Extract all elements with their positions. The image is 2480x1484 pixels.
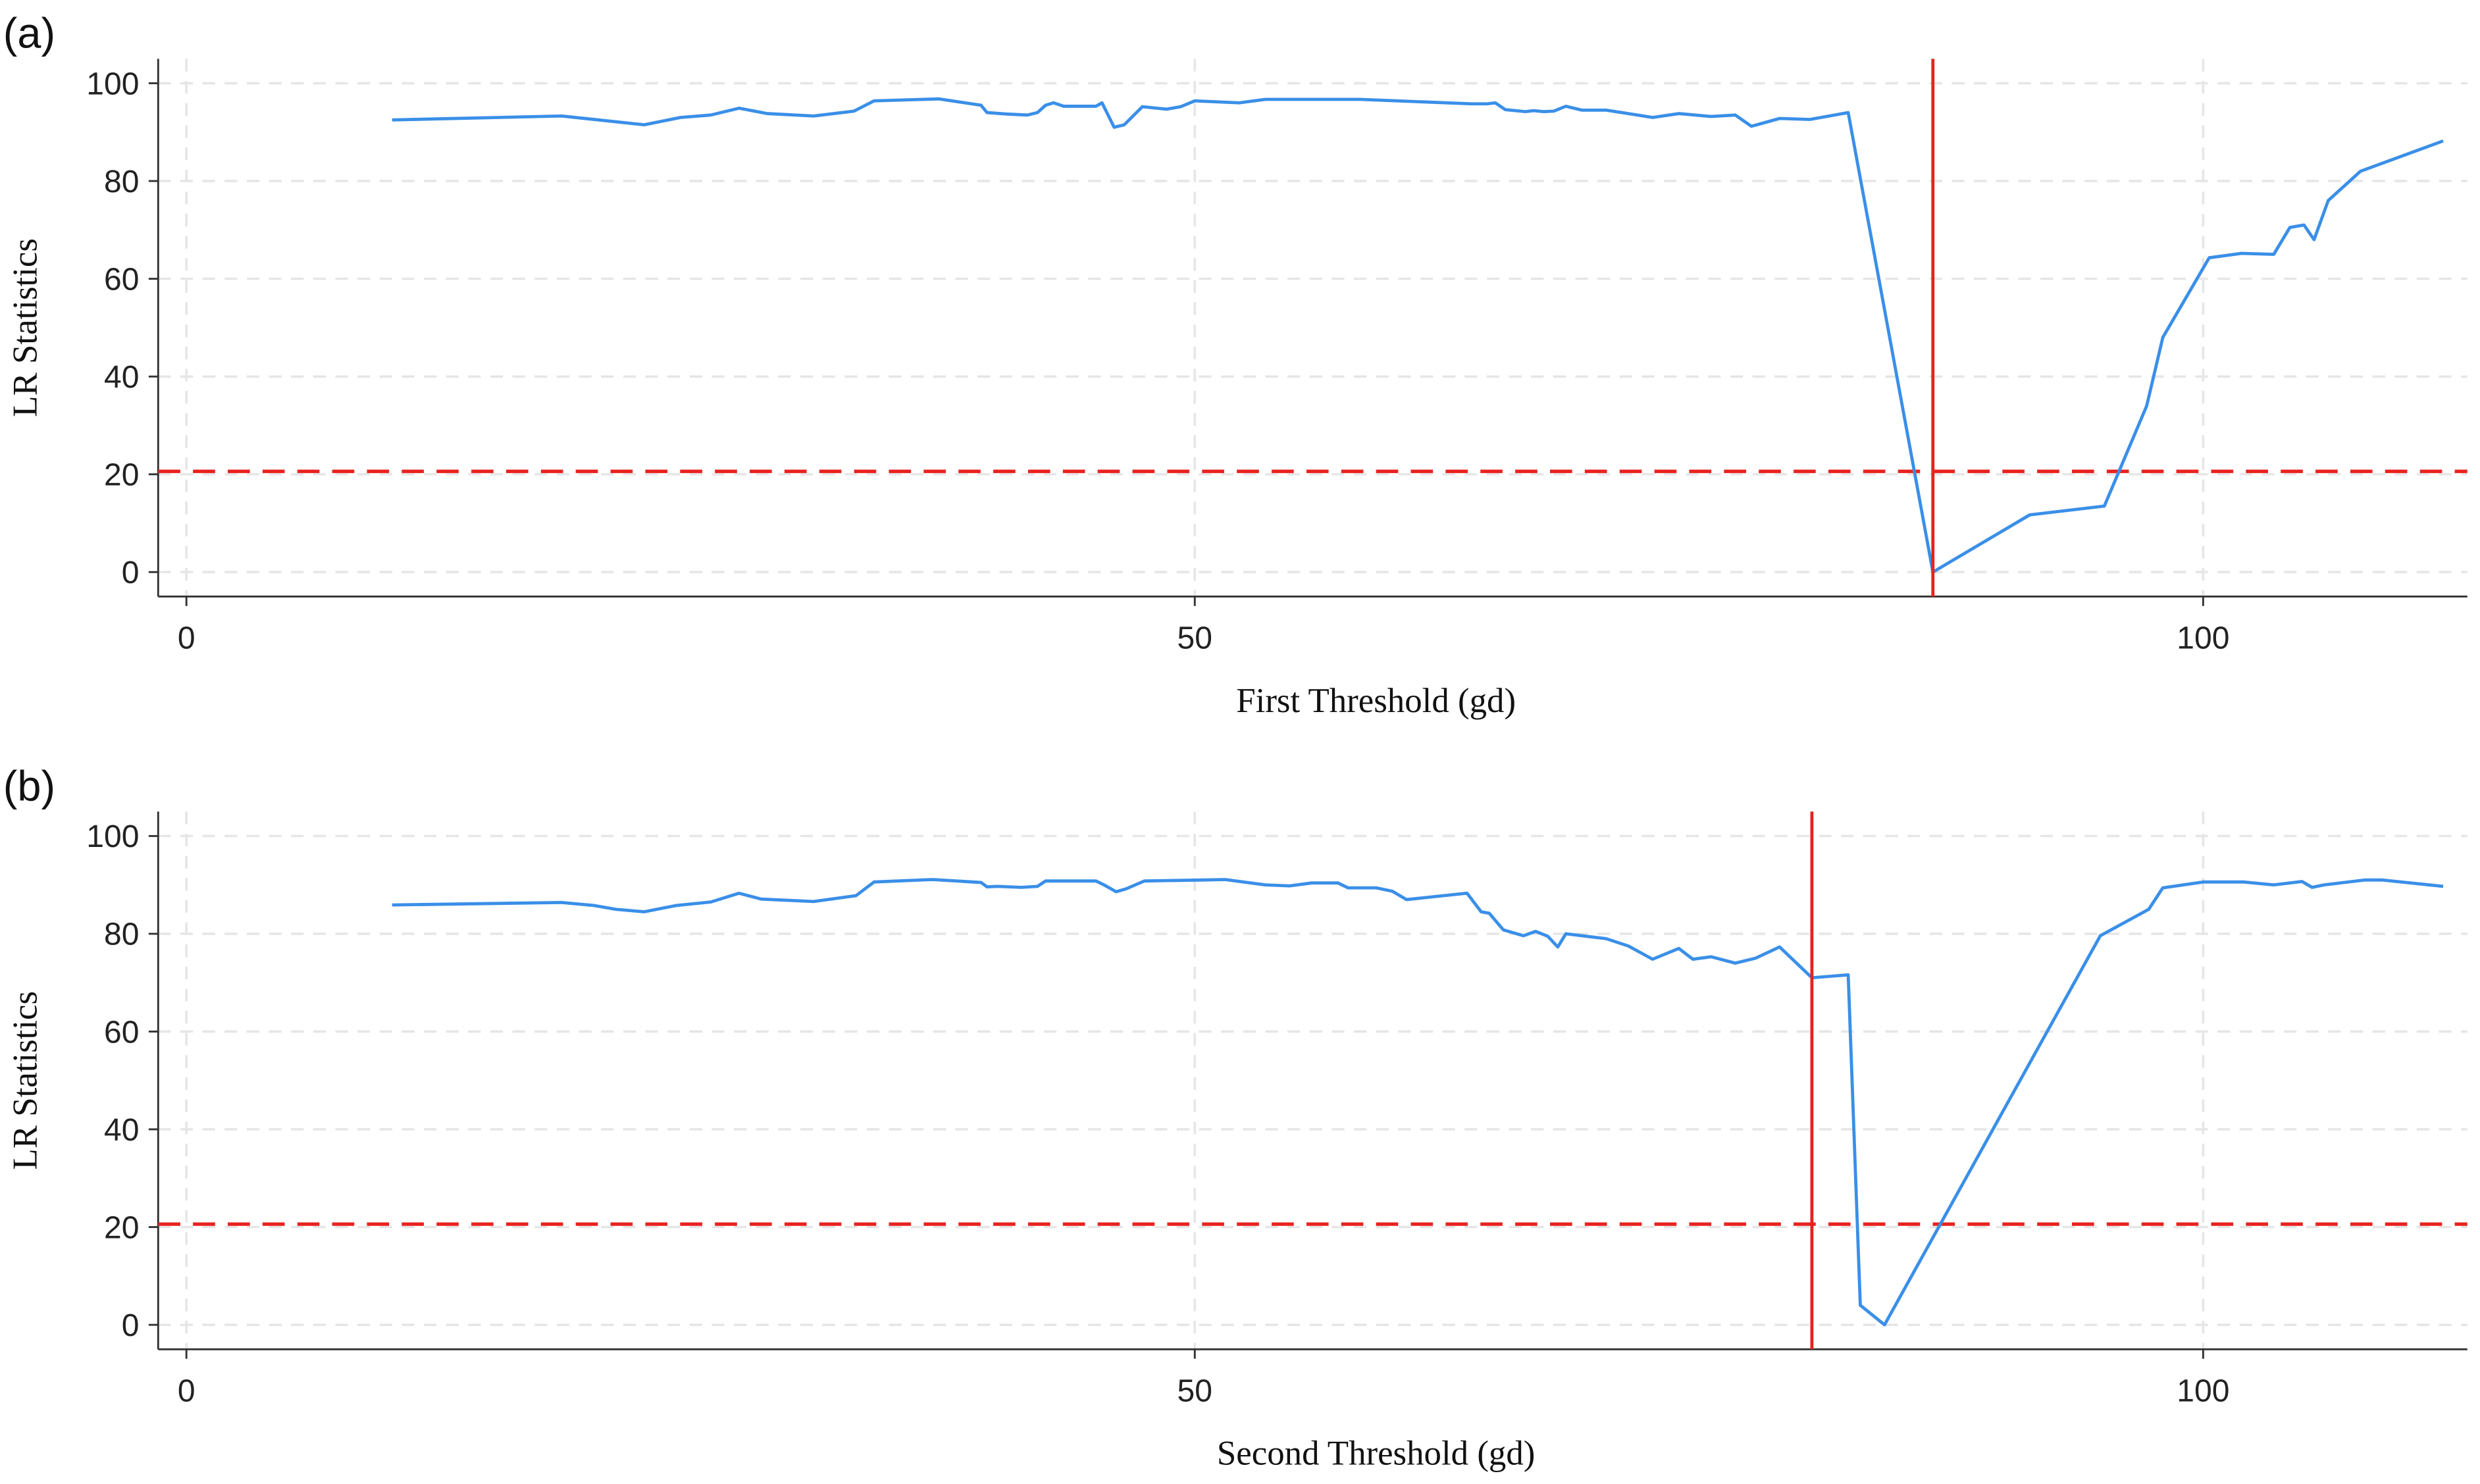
x-tick-label: 100 — [2177, 621, 2229, 656]
y-axis-label: LR Statistics — [6, 238, 44, 417]
y-tick-label: 0 — [122, 1308, 140, 1343]
x-tick-label: 50 — [1177, 1373, 1212, 1409]
series-line — [392, 878, 2444, 1327]
y-tick-label: 60 — [104, 261, 139, 297]
y-tick-label: 0 — [122, 555, 140, 590]
y-tick-label: 60 — [104, 1014, 139, 1050]
y-tick-label: 40 — [104, 1112, 139, 1148]
x-axis-label: Second Threshold (gd) — [1217, 1435, 1535, 1473]
panel-label: (a) — [3, 9, 55, 57]
y-axis-label: LR Statistics — [6, 991, 44, 1170]
x-tick-label: 100 — [2177, 1373, 2229, 1409]
panel-label: (b) — [3, 761, 55, 809]
x-tick-label: 0 — [178, 1373, 195, 1409]
x-tick-label: 0 — [178, 621, 195, 656]
y-tick-label: 80 — [104, 164, 139, 199]
y-tick-label: 100 — [86, 66, 139, 101]
y-tick-label: 80 — [104, 917, 139, 952]
panel: (a) 0 20 40 60 80 100 0 50 100 First Threshold (gd… — [3, 9, 2467, 720]
x-axis-label: First Threshold (gd) — [1236, 682, 1516, 720]
y-tick-label: 20 — [104, 1210, 139, 1245]
y-tick-label: 100 — [86, 819, 139, 854]
series-line — [392, 97, 2444, 574]
x-tick-label: 50 — [1177, 621, 1212, 656]
y-tick-label: 20 — [104, 457, 139, 493]
panel: (b) 0 20 40 60 80 100 0 50 100 Second Threshold (g… — [3, 761, 2467, 1473]
y-tick-label: 40 — [104, 359, 139, 395]
